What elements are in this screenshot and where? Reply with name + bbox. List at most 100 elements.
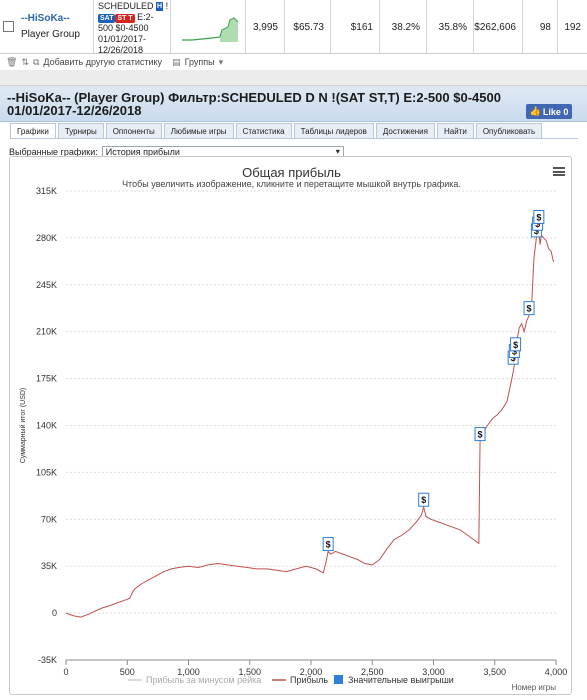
chart-container[interactable]: Общая прибыль Чтобы увеличить изображени… [9, 156, 572, 695]
y-tick-label: 140K [36, 421, 57, 431]
groups-icon: ▤ [172, 56, 181, 67]
filter-line-4: 01/01/2017- [98, 34, 147, 44]
panel-title: --HiSoKa-- (Player Group) Фильтр:SCHEDUL… [7, 90, 501, 118]
big-win-marker [474, 427, 486, 442]
stat-col-7: 98 [524, 0, 558, 54]
profit-series-line [65, 231, 555, 618]
profit-chart[interactable]: -35K 0 35K 70K 105K 140K 175K 210K 245K 280K 315K 0… [10, 157, 573, 696]
panel-header: --HiSoKa-- (Player Group) Фильтр:SCHEDUL… [0, 86, 587, 122]
stat-roi: 38.2% [381, 0, 427, 54]
player-panel: --HiSoKa-- (Player Group) Фильтр:SCHEDUL… [0, 86, 587, 700]
big-win-dollar-icon: $ [478, 430, 483, 440]
add-stat-icon: ⧉ [32, 56, 40, 67]
tab-statistics[interactable]: Статистика [235, 123, 292, 138]
big-win-dollar-icon: $ [527, 304, 532, 314]
x-tick-label: 3,000 [422, 667, 445, 677]
x-tick-label: 3,500 [483, 667, 506, 677]
big-win-marker [523, 301, 535, 316]
tab-find[interactable]: Найти [436, 123, 474, 138]
big-win-dollar-icon: $ [535, 219, 540, 229]
filter-line-2: E:2- [137, 12, 154, 22]
arrows-icon[interactable]: ⇅ [21, 56, 29, 67]
legend-no-rake-label: Прибыль за минусом рейка [146, 675, 261, 685]
separator-bar [0, 70, 587, 86]
tab-achievements[interactable]: Достижения [375, 123, 435, 138]
like-label: Like 0 [542, 106, 569, 117]
y-tick-label: 245K [36, 280, 57, 290]
filter-line-5: 12/26/2018 [98, 45, 144, 55]
filter-line-1: SCHEDULED [98, 1, 154, 11]
player-stats-row: --HiSoKa-- Player Group SCHEDULED H ! SA… [0, 0, 587, 55]
big-win-dollar-icon: $ [326, 539, 331, 549]
big-win-marker [418, 492, 430, 507]
chart-select-label: Выбранные графики: [9, 147, 98, 157]
big-win-dollar-icon: $ [421, 495, 426, 505]
panel-tabs: Графики Турниры Оппоненты Любимые игры С… [10, 123, 543, 138]
tab-tournaments[interactable]: Турниры [57, 123, 104, 138]
chevron-down-icon: ▾ [335, 147, 340, 156]
chart-title: Общая прибыль [242, 165, 341, 180]
stat-total-profit: $262,606 [474, 0, 523, 54]
y-tick-label: 35K [41, 561, 57, 571]
filter-badge-h: H [156, 2, 164, 11]
row-checkbox[interactable] [3, 21, 14, 32]
legend-big-win-label: Значительные выигрыши [348, 675, 454, 685]
big-win-dollar-icon: $ [536, 213, 541, 223]
y-tick-label: 175K [36, 374, 57, 384]
filter-description: SCHEDULED H ! SAT ST T E:2- 500 $0-4500 0… [95, 0, 171, 55]
y-tick-label: 210K [36, 327, 57, 337]
groups-dropdown[interactable]: Группы [184, 57, 215, 67]
badge-stt: ST T [115, 14, 135, 23]
tab-opponents[interactable]: Оппоненты [105, 123, 162, 138]
y-tick-label: 0 [52, 608, 57, 618]
player-group-label: Player Group [21, 29, 80, 40]
y-tick-label: 280K [36, 233, 57, 243]
x-tick-label: 1,000 [177, 667, 200, 677]
big-win-dollar-icon: $ [534, 226, 539, 236]
filter-suffix: ! [165, 1, 169, 11]
stat-avg-stake: $161 [332, 0, 380, 54]
thumbs-up-icon: 👍 [529, 106, 541, 116]
legend-big-win-swatch [334, 675, 343, 684]
x-tick-label: 500 [120, 667, 135, 677]
chart-menu-icon[interactable] [553, 167, 565, 176]
y-tick-label: 315K [36, 186, 57, 196]
big-win-dollar-icon: $ [513, 340, 518, 350]
add-stat-link[interactable]: Добавить другую статистику [43, 57, 163, 67]
x-tick-label: 2,000 [300, 667, 323, 677]
stats-toolbar: 🗑 ⇅ ⧉ Добавить другую статистику ▤ Групп… [0, 55, 587, 69]
stat-col-8: 192 [564, 21, 581, 33]
big-win-dollar-icon: $ [511, 353, 516, 363]
stat-avg-profit: $65.73 [286, 0, 331, 54]
tab-charts[interactable]: Графики [10, 123, 56, 138]
facebook-like-button[interactable]: 👍 Like 0 [526, 104, 572, 119]
profit-sparkline [172, 0, 246, 54]
tab-divider [10, 138, 578, 139]
player-name-link[interactable]: --HiSoKa-- [21, 13, 70, 24]
tab-leaderboards[interactable]: Таблицы лидеров [293, 123, 374, 138]
chevron-down-icon[interactable]: ▾ [218, 56, 224, 67]
tab-favorite-games[interactable]: Любимые игры [163, 123, 234, 138]
stat-games: 3,995 [247, 0, 285, 54]
big-win-marker [322, 536, 334, 551]
x-tick-label: 2,500 [361, 667, 384, 677]
x-tick-label: 1,500 [238, 667, 261, 677]
badge-sat: SAT [98, 14, 116, 23]
player-cell: --HiSoKa-- Player Group [17, 0, 94, 54]
big-win-marker [533, 210, 545, 224]
trash-icon[interactable]: 🗑 [6, 56, 18, 67]
y-axis-label: Суммарный итог (USD) [19, 388, 27, 464]
filter-line-3: 500 $0-4500 [98, 23, 149, 33]
x-tick-label: 0 [63, 667, 68, 677]
y-tick-label: 105K [36, 467, 57, 477]
big-win-dollar-icon: $ [512, 347, 517, 357]
stat-itm: 35.8% [428, 0, 474, 54]
sparkline-svg [182, 17, 239, 42]
x-axis-label: Номер игры [512, 683, 557, 692]
chart-subtitle: Чтобы увеличить изображение, кликните и … [122, 179, 461, 189]
tab-publish[interactable]: Опубликовать [475, 123, 543, 138]
x-tick-label: 4,000 [545, 667, 568, 677]
big-win-marker [510, 337, 522, 352]
chart-select-value: История прибыли [105, 147, 180, 157]
y-tick-label: -35K [38, 655, 57, 665]
